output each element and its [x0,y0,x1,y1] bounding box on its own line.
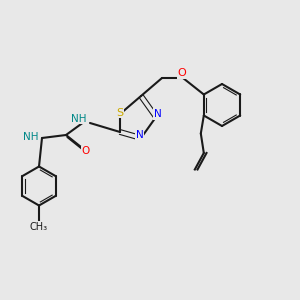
Text: O: O [177,68,186,78]
Text: CH₃: CH₃ [30,221,48,232]
Text: O: O [81,146,90,157]
Text: NH: NH [71,113,87,124]
Text: S: S [116,107,124,118]
Text: NH: NH [23,131,39,142]
Text: N: N [154,109,161,119]
Text: N: N [136,130,143,140]
